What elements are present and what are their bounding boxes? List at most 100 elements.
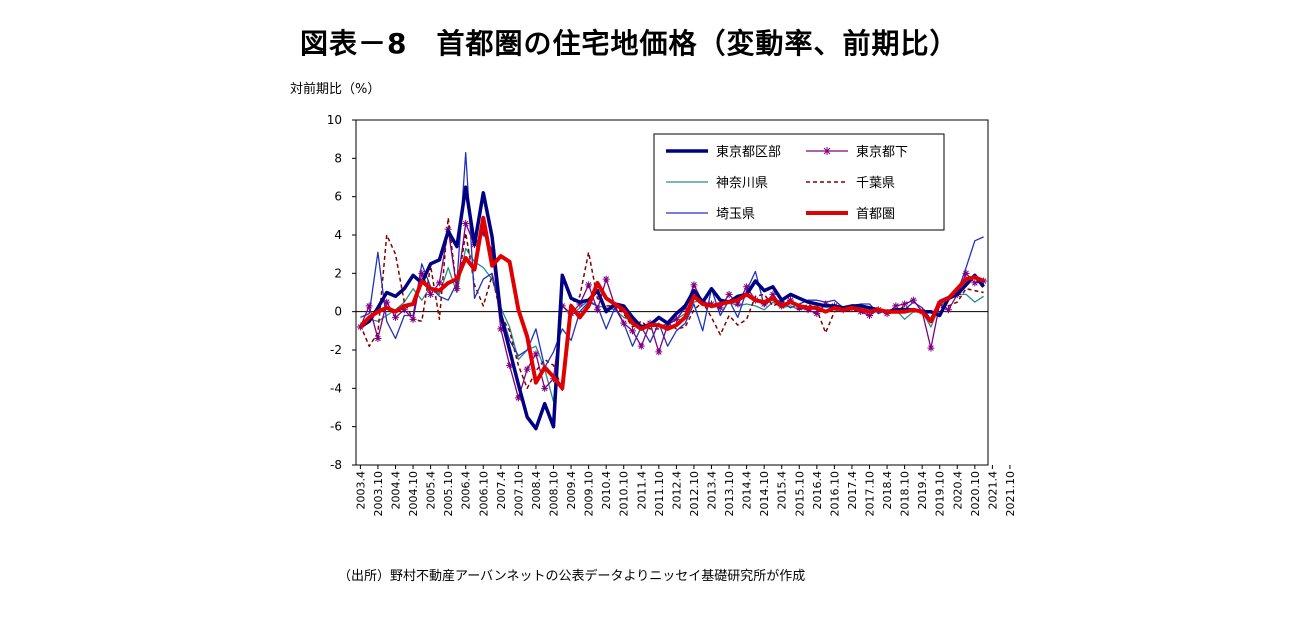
x-tick-label: 2006.4 — [460, 471, 473, 510]
series-marker — [602, 275, 610, 283]
series-marker — [725, 290, 733, 298]
series-marker — [716, 304, 724, 312]
x-tick-label: 2016.4 — [811, 471, 824, 510]
x-tick-label: 2019.4 — [916, 471, 929, 510]
legend-marker — [823, 147, 831, 155]
y-tick-label: -6 — [330, 420, 342, 434]
series-marker — [655, 348, 663, 356]
x-tick-label: 2006.10 — [477, 471, 490, 517]
x-tick-label: 2010.10 — [618, 471, 631, 517]
x-tick-label: 2003.10 — [372, 471, 385, 517]
series-marker — [479, 229, 487, 237]
x-tick-label: 2005.4 — [425, 471, 438, 510]
x-tick-label: 2009.10 — [583, 471, 596, 517]
series-marker — [769, 290, 777, 298]
series-marker — [629, 327, 636, 335]
y-tick-label: 8 — [334, 151, 342, 165]
x-tick-label: 2007.4 — [495, 471, 508, 510]
series-marker — [453, 285, 461, 293]
series-line-3 — [359, 217, 984, 392]
series-marker — [620, 319, 628, 327]
series-marker — [418, 269, 426, 277]
series-marker — [532, 350, 540, 358]
series-marker — [392, 313, 399, 321]
x-tick-label: 2008.4 — [530, 471, 543, 510]
x-tick-label: 2004.4 — [390, 471, 403, 510]
series-marker — [962, 269, 970, 277]
y-tick-label: -2 — [330, 343, 342, 357]
series-marker — [497, 325, 505, 333]
y-tick-label: 4 — [334, 228, 342, 242]
series-marker — [637, 342, 645, 350]
x-tick-label: 2017.4 — [846, 471, 859, 510]
series-marker — [409, 315, 417, 323]
series-marker — [980, 277, 988, 285]
legend-label-2: 神奈川県 — [716, 176, 768, 191]
x-tick-label: 2014.4 — [741, 471, 754, 510]
x-tick-label: 2012.4 — [670, 471, 683, 510]
series-marker — [523, 365, 531, 373]
x-tick-label: 2020.4 — [951, 471, 964, 510]
x-tick-label: 2018.10 — [899, 471, 912, 517]
series-marker — [743, 283, 751, 291]
x-tick-label: 2004.10 — [407, 471, 420, 517]
series-marker — [506, 361, 514, 369]
series-marker — [593, 306, 601, 314]
series-marker — [462, 220, 470, 227]
x-tick-label: 2012.10 — [688, 471, 701, 517]
x-axis: 2003.4 2003.10 2004.4 2004.10 2005.4 2005.10 2… — [354, 465, 1017, 517]
series-layer — [356, 151, 988, 431]
y-tick-label: 2 — [334, 266, 342, 280]
series-marker — [435, 279, 443, 287]
series-marker — [576, 300, 584, 308]
series-marker — [971, 279, 979, 287]
x-tick-label: 2007.10 — [512, 471, 525, 517]
y-axis-label: 対前期比（%） — [290, 82, 381, 97]
series-marker — [444, 225, 452, 233]
series-marker — [365, 302, 373, 310]
x-tick-label: 2018.4 — [881, 471, 894, 510]
plot-area — [355, 119, 989, 466]
series-marker — [892, 302, 900, 310]
y-tick-label: 6 — [334, 190, 342, 204]
x-tick-label: 2003.4 — [354, 471, 367, 510]
x-tick-label: 2019.10 — [934, 471, 947, 517]
legend-label-5: 首都圏 — [856, 207, 895, 222]
y-tick-label: -4 — [330, 381, 342, 395]
legend-label-0: 東京都区部 — [716, 144, 781, 160]
x-tick-label: 2020.10 — [969, 471, 982, 517]
series-line-4 — [360, 151, 984, 368]
y-tick-label: -8 — [330, 458, 342, 472]
series-marker — [927, 344, 935, 352]
x-tick-label: 2010.4 — [600, 471, 613, 510]
series-marker — [664, 321, 672, 329]
series-line-5 — [358, 215, 985, 391]
series-marker — [909, 296, 917, 304]
series-marker — [813, 310, 821, 318]
series-marker — [822, 300, 830, 308]
series-marker — [356, 323, 364, 331]
x-tick-label: 2005.10 — [442, 471, 455, 517]
x-tick-label: 2015.4 — [776, 471, 789, 510]
y-tick-label: 0 — [334, 305, 342, 319]
series-marker — [672, 315, 680, 323]
x-tick-label: 2021.10 — [1004, 471, 1017, 517]
x-tick-label: 2011.10 — [653, 471, 666, 517]
x-tick-label: 2011.4 — [635, 471, 648, 510]
series-marker — [400, 306, 408, 314]
x-tick-label: 2008.10 — [548, 471, 561, 517]
series-marker — [541, 384, 549, 392]
series-marker — [734, 300, 742, 308]
legend-label-4: 埼玉県 — [716, 207, 755, 222]
series-marker — [558, 302, 566, 310]
series-marker — [690, 281, 698, 289]
legend-label-1: 東京都下 — [856, 144, 908, 160]
x-tick-label: 2021.4 — [986, 471, 999, 510]
series-marker — [383, 298, 391, 306]
series-marker — [427, 290, 435, 298]
series-marker — [514, 394, 522, 402]
series-marker — [374, 335, 382, 342]
series-marker — [945, 306, 952, 314]
x-tick-label: 2017.10 — [864, 471, 877, 517]
